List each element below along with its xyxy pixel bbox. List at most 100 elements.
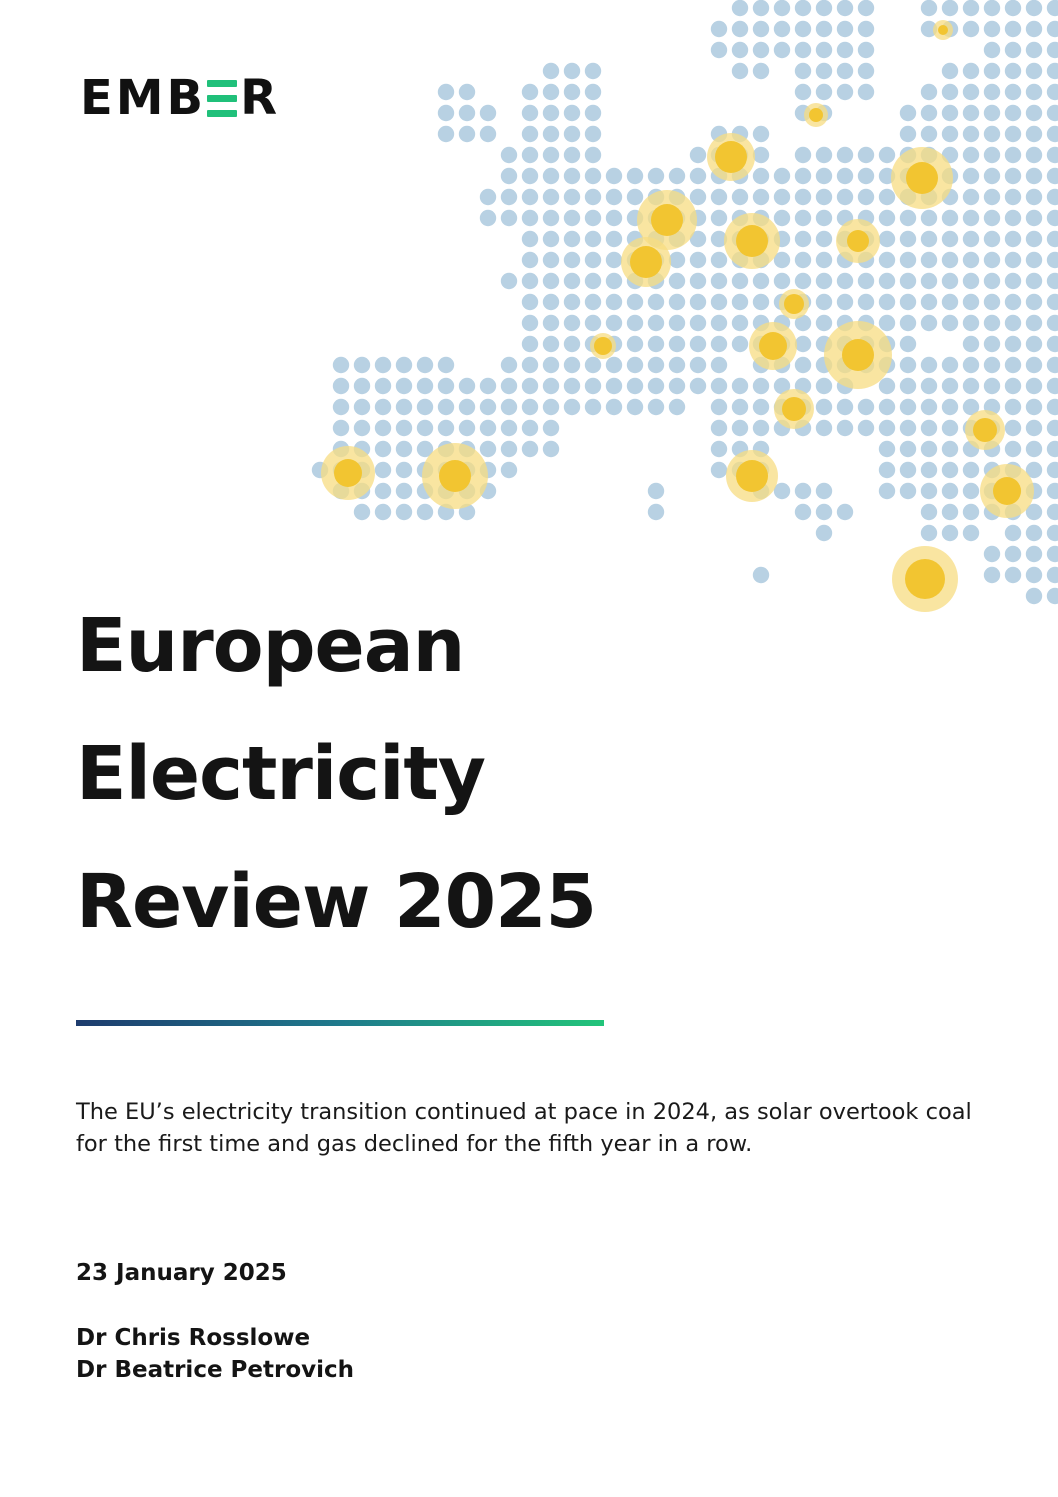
map-dot xyxy=(794,167,812,185)
report-summary: The EU’s electricity transition continue… xyxy=(76,1099,972,1157)
map-dot xyxy=(521,419,539,437)
map-dot xyxy=(563,272,581,290)
map-dot xyxy=(1004,440,1022,458)
map-dot xyxy=(542,440,560,458)
map-dot xyxy=(542,125,560,143)
map-dot xyxy=(1046,377,1058,395)
map-dot xyxy=(542,62,560,80)
map-dot xyxy=(1046,314,1058,332)
map-dot xyxy=(605,356,623,374)
map-dot xyxy=(941,0,959,17)
map-dot xyxy=(395,419,413,437)
map-dot xyxy=(584,293,602,311)
map-dot xyxy=(962,209,980,227)
map-highlight-dot xyxy=(905,559,945,599)
map-dot xyxy=(962,377,980,395)
map-dot xyxy=(1025,440,1043,458)
map-dot xyxy=(542,251,560,269)
map-dot xyxy=(794,209,812,227)
map-highlight-dot xyxy=(784,294,804,314)
map-dot xyxy=(542,104,560,122)
map-dot xyxy=(962,146,980,164)
map-dot xyxy=(626,356,644,374)
map-dot xyxy=(1025,335,1043,353)
map-dot xyxy=(626,377,644,395)
map-dot xyxy=(794,188,812,206)
map-dot xyxy=(353,377,371,395)
map-dot xyxy=(500,356,518,374)
map-dot xyxy=(584,188,602,206)
map-dot xyxy=(584,146,602,164)
map-dot xyxy=(899,125,917,143)
map-dot xyxy=(941,314,959,332)
map-dot xyxy=(584,125,602,143)
map-dot xyxy=(941,209,959,227)
map-dot xyxy=(1046,0,1058,17)
map-dot xyxy=(1046,440,1058,458)
map-dot xyxy=(542,314,560,332)
map-dot xyxy=(710,335,728,353)
map-dot xyxy=(836,41,854,59)
map-dot xyxy=(1004,293,1022,311)
map-dot xyxy=(773,188,791,206)
map-dot xyxy=(815,524,833,542)
map-dot xyxy=(815,419,833,437)
author-list: Dr Chris Rosslowe Dr Beatrice Petrovich xyxy=(76,1322,354,1386)
map-dot xyxy=(899,230,917,248)
map-dot xyxy=(500,419,518,437)
map-dot xyxy=(731,41,749,59)
map-dot xyxy=(1046,272,1058,290)
map-dot xyxy=(458,104,476,122)
title-line-2: Electricity xyxy=(76,731,486,817)
map-dot xyxy=(1025,419,1043,437)
map-dot xyxy=(752,20,770,38)
map-dot xyxy=(1046,503,1058,521)
map-dot xyxy=(1025,167,1043,185)
map-dot xyxy=(1025,41,1043,59)
map-dot xyxy=(1025,209,1043,227)
map-dot xyxy=(731,377,749,395)
map-dot xyxy=(962,104,980,122)
map-dot xyxy=(458,377,476,395)
map-highlight-dot xyxy=(847,230,869,252)
map-dot xyxy=(983,230,1001,248)
map-dot xyxy=(899,251,917,269)
map-dot xyxy=(374,482,392,500)
map-dot xyxy=(479,398,497,416)
map-dot xyxy=(1046,251,1058,269)
map-dot xyxy=(416,398,434,416)
map-dot xyxy=(542,188,560,206)
map-dot xyxy=(710,461,728,479)
map-dot xyxy=(689,230,707,248)
map-dot xyxy=(374,461,392,479)
map-dot xyxy=(920,251,938,269)
map-dot xyxy=(668,335,686,353)
map-dot xyxy=(605,230,623,248)
map-dot xyxy=(731,335,749,353)
map-dot xyxy=(647,398,665,416)
map-dot xyxy=(731,419,749,437)
map-dot xyxy=(1004,125,1022,143)
map-highlight-dot xyxy=(759,332,787,360)
map-dot xyxy=(794,83,812,101)
map-dot xyxy=(500,272,518,290)
map-dot xyxy=(731,0,749,17)
map-dot xyxy=(521,188,539,206)
title-line-3: Review 2025 xyxy=(76,859,597,945)
map-dot xyxy=(878,461,896,479)
map-dot xyxy=(584,104,602,122)
map-dot xyxy=(395,503,413,521)
map-dot xyxy=(689,146,707,164)
map-dot xyxy=(332,377,350,395)
map-highlight-dot xyxy=(334,459,362,487)
map-dot xyxy=(878,188,896,206)
map-dot xyxy=(731,272,749,290)
map-dot xyxy=(962,482,980,500)
map-dot xyxy=(983,209,1001,227)
map-dot xyxy=(500,209,518,227)
map-dot xyxy=(983,104,1001,122)
map-dot xyxy=(332,356,350,374)
map-dot xyxy=(983,356,1001,374)
map-dot xyxy=(1046,566,1058,584)
map-dot xyxy=(962,398,980,416)
